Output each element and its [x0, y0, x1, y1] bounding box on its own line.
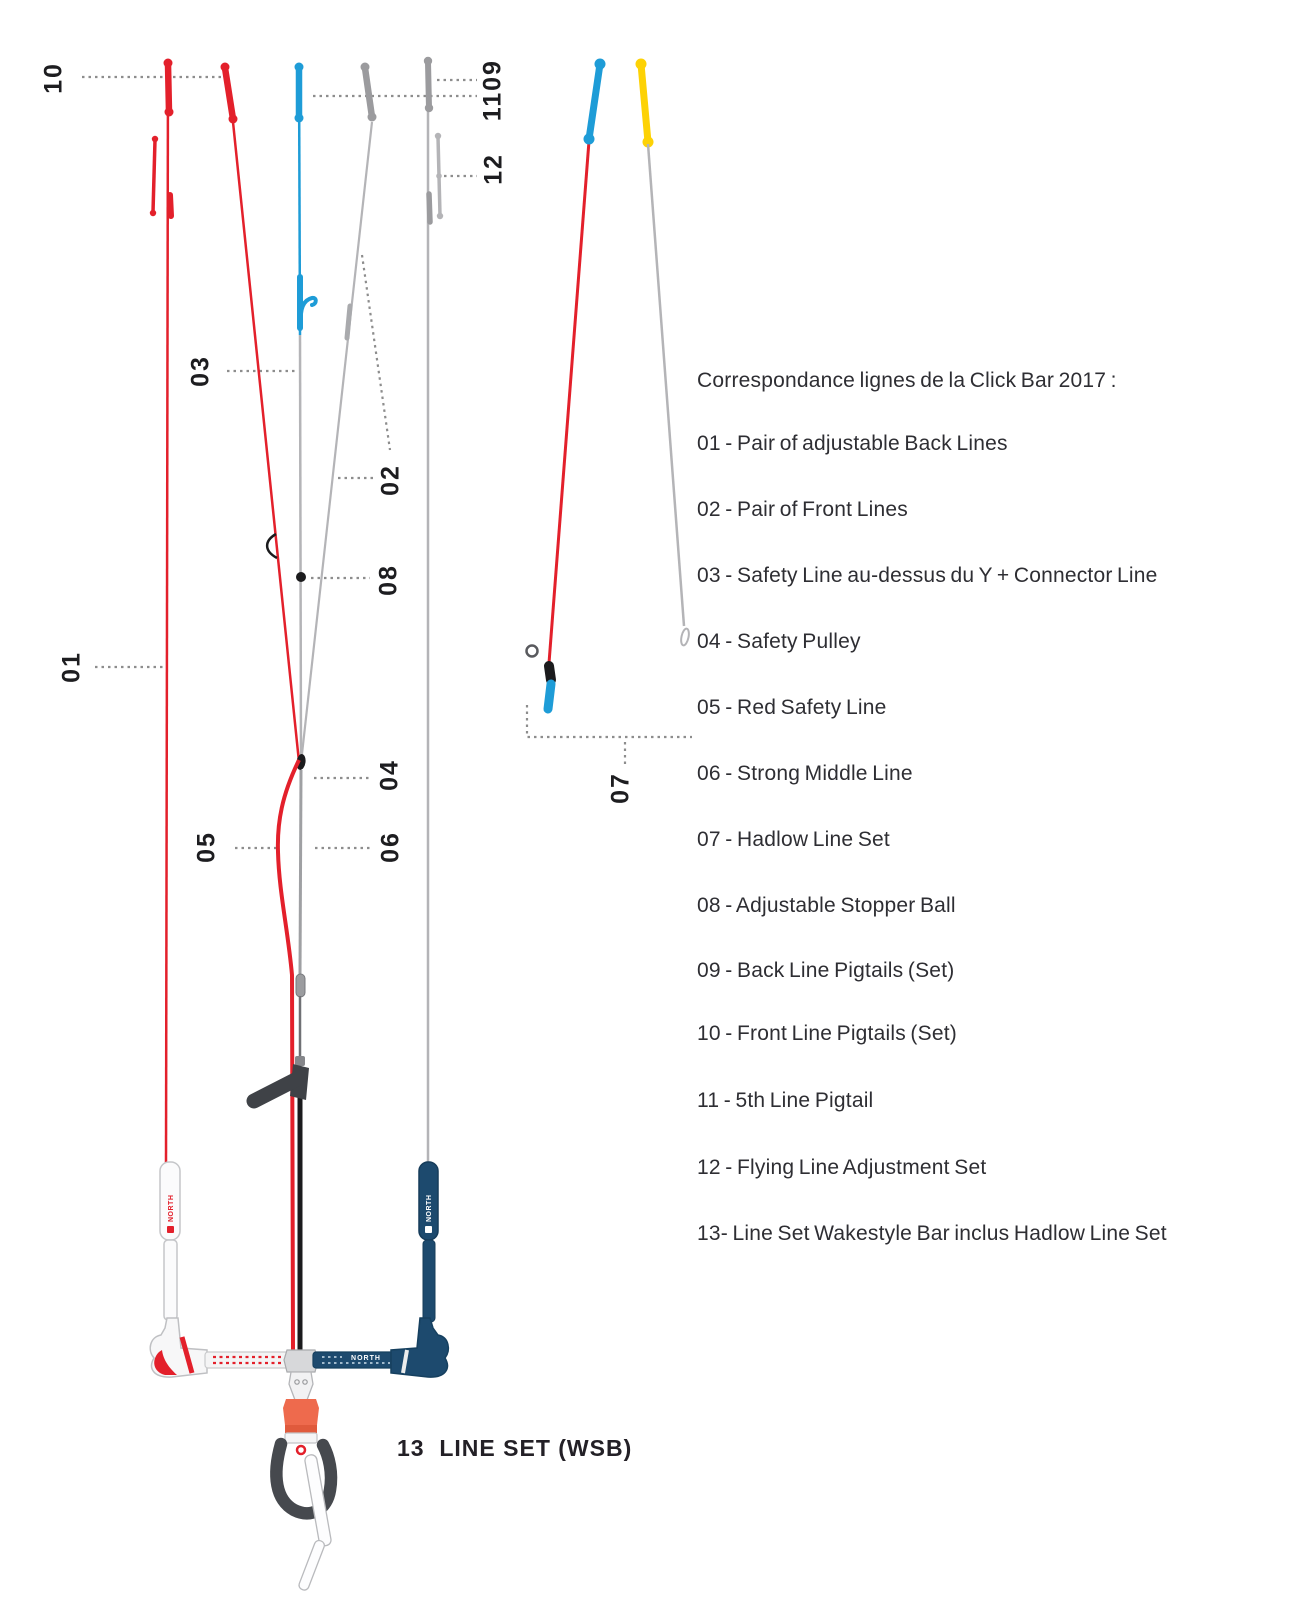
release-pin-red — [295, 1444, 307, 1456]
callout-connector-lines — [82, 75, 692, 850]
hadlow-yellow-pigtail — [635, 58, 654, 148]
legend-item-08: 08 - Adjustable Stopper Ball — [697, 894, 956, 917]
float-left-brand-text: NORTH — [168, 1195, 175, 1222]
hadlow-loop-end — [680, 627, 690, 647]
control-bar: NORTH — [149, 1317, 450, 1378]
legend-item-04: 04 - Safety Pulley — [697, 630, 861, 653]
swivel — [288, 1371, 314, 1401]
callout-09: 09 — [478, 59, 507, 91]
legend-item-01: 01 - Pair of adjustable Back Lines — [697, 432, 1008, 455]
safety-line-red-diagonal — [220, 62, 301, 763]
callout-10: 10 — [39, 62, 68, 94]
callout-07: 07 — [606, 772, 635, 804]
strong-middle-line — [295, 769, 306, 1362]
callout-05: 05 — [192, 831, 221, 863]
legend-item-06: 06 - Strong Middle Line — [697, 762, 913, 785]
callout-06: 06 — [376, 831, 405, 863]
release-body-orange — [283, 1399, 319, 1425]
hadlow-red-line — [547, 140, 591, 664]
hadlow-black-connector — [544, 661, 556, 685]
callout-01: 01 — [57, 651, 86, 683]
blue-hook — [298, 295, 318, 324]
callout-11: 11 — [478, 90, 507, 122]
callout-08: 08 — [374, 564, 403, 596]
fifth-line-blue — [294, 62, 318, 336]
connector-07-bracket — [525, 705, 692, 768]
back-line-gray-right — [423, 56, 434, 1163]
legend-item-09: 09 - Back Line Pigtails (Set) — [697, 959, 955, 982]
knot-mark — [265, 532, 278, 560]
legend-item-02: 02 - Pair of Front Lines — [697, 498, 908, 521]
bar-end-right — [390, 1317, 450, 1378]
legend-item-07: 07 - Hadlow Line Set — [697, 828, 890, 851]
hadlow-line-set — [525, 58, 690, 714]
caption-13-line-set: 13 LINE SET (WSB) — [397, 1435, 633, 1461]
quick-release-assembly — [270, 1371, 338, 1591]
hadlow-blue-end — [543, 679, 556, 714]
stopper-ball — [296, 572, 306, 582]
hadlow-gray-line — [646, 143, 686, 627]
legend-item-10: 10 - Front Line Pigtails (Set) — [697, 1022, 957, 1045]
callout-12: 12 — [479, 153, 508, 185]
flying-line-adjust-set — [434, 132, 444, 220]
legend-title: Correspondance lignes de la Click Bar 20… — [697, 369, 1117, 392]
bar-brand-text: NORTH — [351, 1355, 381, 1362]
front-line-gray-diagonal — [299, 62, 377, 764]
legend-item-12: 12 - Flying Line Adjustment Set — [697, 1156, 987, 1179]
legend-item-05: 05 - Red Safety Line — [697, 696, 887, 719]
hadlow-blue-pigtail — [583, 58, 606, 145]
connector-02-long — [360, 254, 392, 451]
splice — [344, 303, 353, 341]
callout-04: 04 — [375, 759, 404, 791]
callout-03: 03 — [186, 355, 215, 387]
bar-center-plate — [283, 1349, 319, 1373]
red-adjust-pigtail — [149, 135, 159, 217]
release-collar-white — [284, 1432, 318, 1444]
float-right: NORTH — [418, 1161, 439, 1323]
trim-cleat — [246, 1056, 309, 1109]
callout-02: 02 — [376, 464, 405, 496]
float-right-brand-text: NORTH — [426, 1195, 433, 1222]
connector-line-gray — [298, 334, 303, 766]
donkey-stick — [298, 1454, 332, 1591]
bar-end-left-red-hook — [154, 1350, 177, 1375]
red-safety-line-lower — [275, 759, 301, 1353]
hadlow-ring — [525, 644, 539, 658]
safety-pulley — [296, 754, 306, 770]
float-left: NORTH — [159, 1161, 181, 1321]
legend-item-13: 13- Line Set Wakestyle Bar inclus Hadlow… — [697, 1222, 1167, 1245]
legend-item-03: 03 - Safety Line au-dessus du Y + Connec… — [697, 564, 1158, 587]
back-line-red — [163, 58, 174, 1164]
legend-item-11: 11 - 5th Line Pigtail — [697, 1089, 874, 1112]
bar-end-left-red-stripe — [179, 1336, 195, 1374]
